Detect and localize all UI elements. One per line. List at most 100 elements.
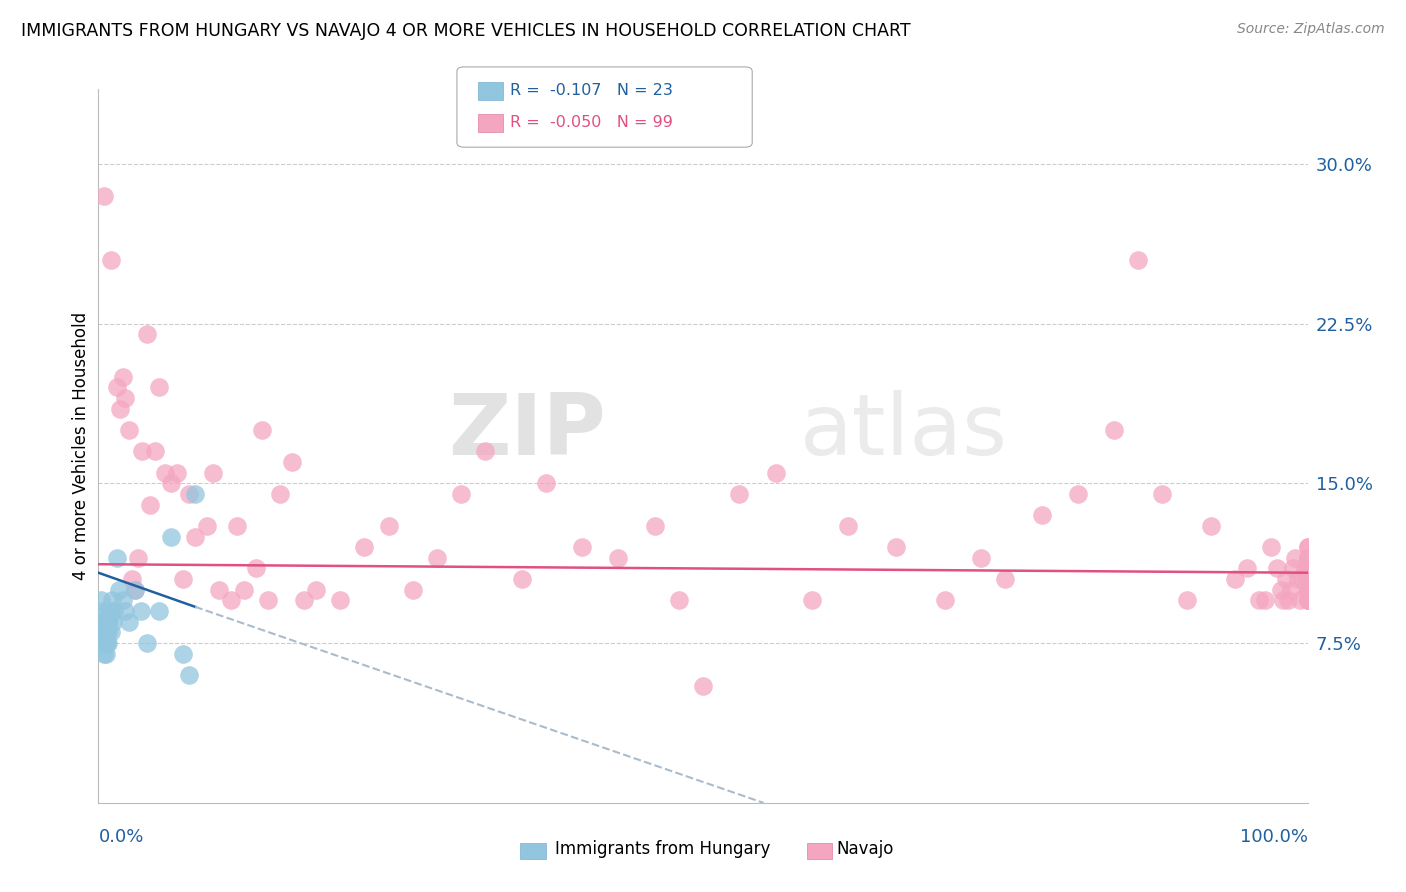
- Point: [131, 444, 153, 458]
- Point: [668, 593, 690, 607]
- Point: [1296, 550, 1319, 565]
- Point: [135, 327, 157, 342]
- Point: [127, 550, 149, 565]
- Point: [124, 582, 146, 597]
- Point: [1031, 508, 1053, 523]
- Point: [1296, 582, 1319, 597]
- Point: [1236, 561, 1258, 575]
- Point: [1260, 540, 1282, 554]
- Point: [105, 380, 128, 394]
- Point: [1296, 582, 1319, 597]
- Point: [1270, 582, 1292, 597]
- Point: [172, 647, 194, 661]
- Point: [474, 444, 496, 458]
- Point: [101, 615, 124, 629]
- Point: [93, 636, 115, 650]
- Text: R =  -0.050   N = 99: R = -0.050 N = 99: [510, 115, 673, 129]
- Point: [96, 625, 118, 640]
- Point: [166, 466, 188, 480]
- Point: [510, 572, 533, 586]
- Text: 0.0%: 0.0%: [98, 828, 143, 846]
- Point: [402, 582, 425, 597]
- Point: [245, 561, 267, 575]
- Point: [1284, 550, 1306, 565]
- Text: R =  -0.107   N = 23: R = -0.107 N = 23: [510, 83, 673, 97]
- Point: [1296, 572, 1319, 586]
- Point: [100, 604, 122, 618]
- Text: Navajo: Navajo: [837, 840, 894, 858]
- Text: Source: ZipAtlas.com: Source: ZipAtlas.com: [1237, 22, 1385, 37]
- Point: [800, 593, 823, 607]
- Point: [728, 487, 751, 501]
- Point: [1289, 593, 1312, 607]
- Point: [108, 401, 131, 416]
- Text: ZIP: ZIP: [449, 390, 606, 474]
- Point: [97, 604, 120, 618]
- Point: [103, 604, 125, 618]
- Point: [450, 487, 472, 501]
- Point: [1267, 561, 1289, 575]
- Point: [692, 679, 714, 693]
- Point: [195, 519, 218, 533]
- Point: [970, 550, 993, 565]
- Point: [1296, 561, 1319, 575]
- Point: [250, 423, 273, 437]
- Point: [97, 625, 120, 640]
- Point: [1102, 423, 1125, 437]
- Point: [292, 593, 315, 607]
- Point: [111, 593, 134, 607]
- Point: [118, 615, 141, 629]
- Point: [202, 466, 225, 480]
- Point: [1296, 593, 1319, 607]
- Point: [111, 369, 134, 384]
- Point: [1128, 252, 1150, 267]
- Point: [1296, 572, 1319, 586]
- Point: [94, 625, 117, 640]
- Point: [1286, 572, 1309, 586]
- Point: [571, 540, 593, 554]
- Point: [160, 529, 183, 543]
- Point: [305, 582, 328, 597]
- Point: [98, 615, 121, 629]
- Point: [1175, 593, 1198, 607]
- Point: [179, 668, 201, 682]
- Point: [184, 529, 207, 543]
- Point: [97, 636, 120, 650]
- Point: [94, 636, 117, 650]
- Point: [129, 604, 152, 618]
- Point: [1296, 593, 1319, 607]
- Point: [1067, 487, 1090, 501]
- Point: [172, 572, 194, 586]
- Point: [93, 647, 115, 661]
- Text: IMMIGRANTS FROM HUNGARY VS NAVAJO 4 OR MORE VEHICLES IN HOUSEHOLD CORRELATION CH: IMMIGRANTS FROM HUNGARY VS NAVAJO 4 OR M…: [21, 22, 911, 40]
- Point: [148, 604, 170, 618]
- Point: [91, 636, 114, 650]
- Point: [221, 593, 243, 607]
- Point: [1296, 561, 1319, 575]
- Point: [1296, 593, 1319, 607]
- Point: [644, 519, 666, 533]
- Point: [91, 625, 114, 640]
- Text: Immigrants from Hungary: Immigrants from Hungary: [555, 840, 770, 858]
- Point: [124, 582, 146, 597]
- Point: [105, 550, 128, 565]
- Point: [94, 615, 117, 629]
- Point: [93, 615, 115, 629]
- Point: [994, 572, 1017, 586]
- Point: [886, 540, 908, 554]
- Point: [934, 593, 956, 607]
- Point: [1199, 519, 1222, 533]
- Point: [1296, 582, 1319, 597]
- Point: [1275, 572, 1298, 586]
- Text: atlas: atlas: [800, 390, 1008, 474]
- Point: [1296, 572, 1319, 586]
- Point: [100, 252, 122, 267]
- Point: [114, 391, 136, 405]
- Point: [1249, 593, 1271, 607]
- Point: [118, 423, 141, 437]
- Point: [139, 498, 162, 512]
- Point: [100, 593, 122, 607]
- Point: [281, 455, 304, 469]
- Point: [1254, 593, 1277, 607]
- Point: [93, 625, 115, 640]
